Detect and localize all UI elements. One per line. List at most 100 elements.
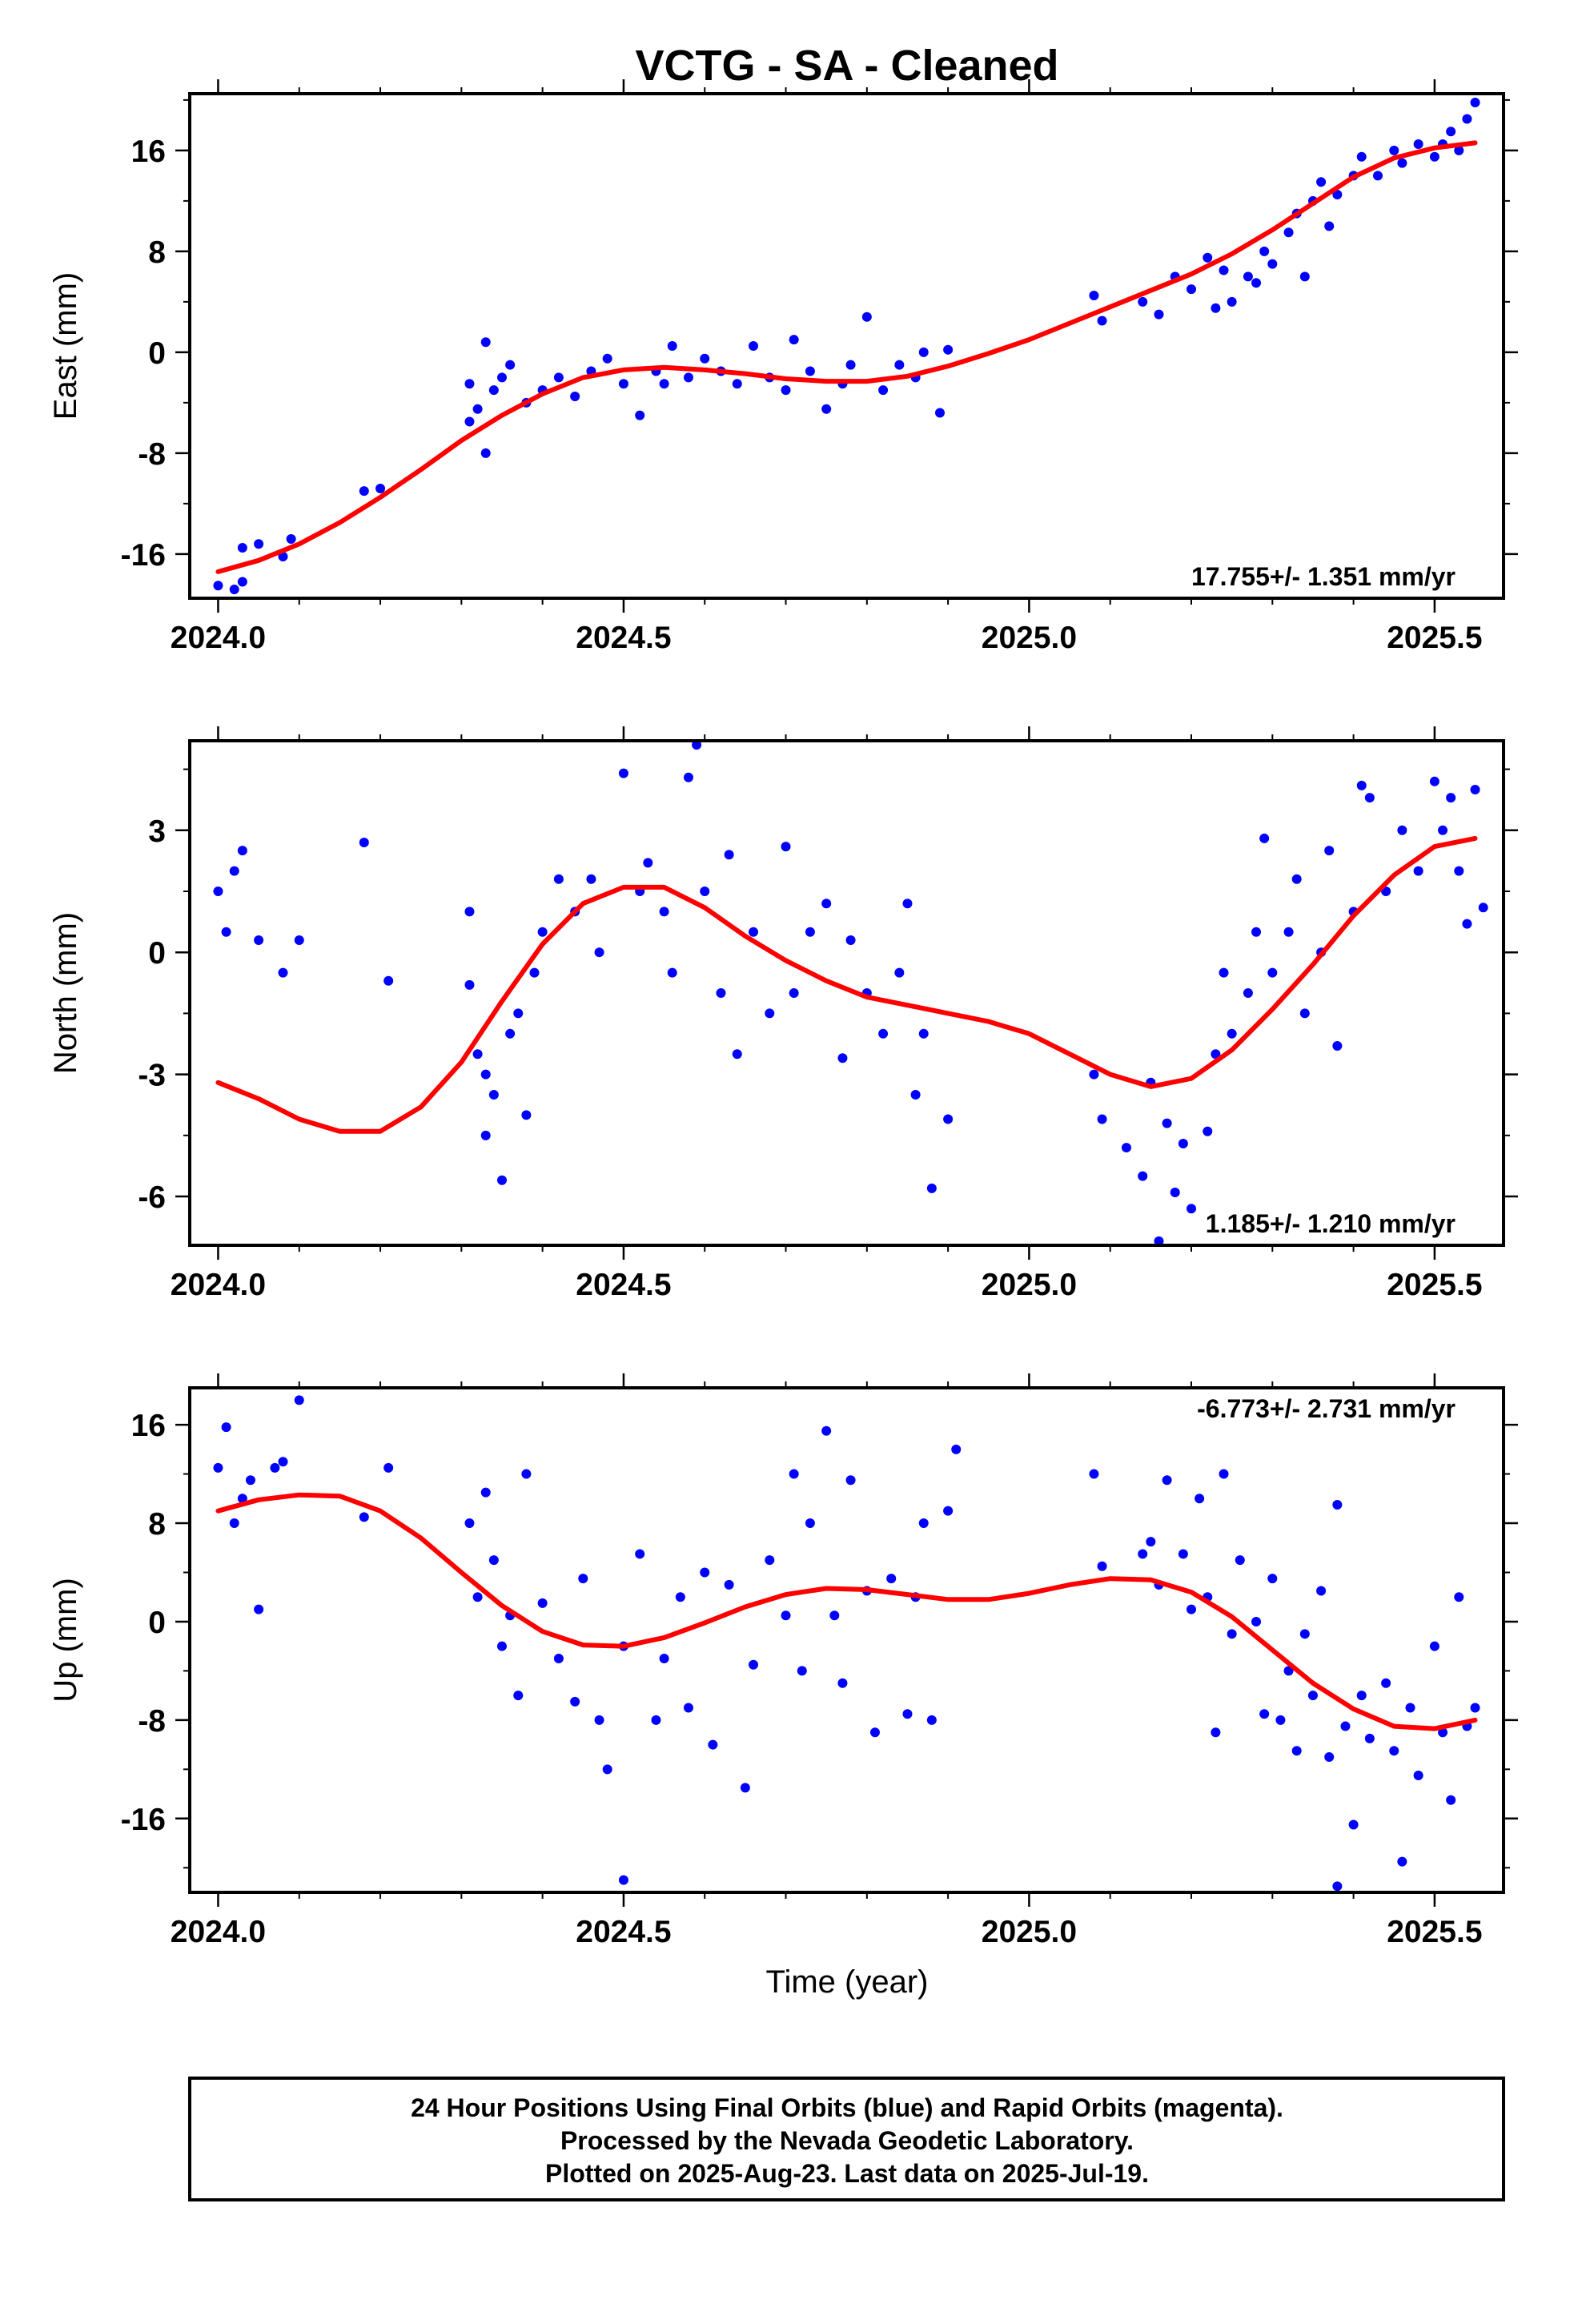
up-data-point <box>845 1475 856 1486</box>
footer-line-3: Plotted on 2025-Aug-23. Last data on 202… <box>545 2159 1149 2188</box>
north-data-point <box>1332 1041 1343 1051</box>
up-data-point <box>570 1696 580 1707</box>
east-data-point <box>1356 151 1367 162</box>
north-data-point <box>1178 1138 1188 1148</box>
up-data-point <box>229 1518 239 1529</box>
up-data-point <box>1316 1586 1327 1596</box>
north-data-point <box>1478 903 1488 913</box>
north-data-point <box>553 874 564 884</box>
east-data-point <box>1219 265 1229 275</box>
east-data-point <box>278 552 288 562</box>
up-data-point <box>1332 1881 1343 1892</box>
up-plot-frame <box>188 1386 1505 1894</box>
north-data-point <box>254 935 264 945</box>
east-data-point <box>683 372 693 383</box>
north-data-point <box>700 886 710 896</box>
up-data-point <box>675 1592 685 1602</box>
up-data-point <box>683 1703 693 1713</box>
up-data-point <box>1195 1494 1205 1504</box>
east-data-point <box>488 385 499 396</box>
east-data-point <box>659 379 669 389</box>
up-y-tick-label: -16 <box>121 1803 166 1837</box>
north-data-point <box>1203 1126 1213 1136</box>
north-data-point <box>618 768 628 778</box>
up-data-point <box>951 1444 962 1454</box>
east-data-point <box>1454 145 1464 155</box>
up-data-point <box>781 1610 791 1621</box>
north-data-point <box>1162 1118 1172 1128</box>
north-y-tick-label: 3 <box>148 814 166 849</box>
up-data-point <box>1283 1666 1294 1676</box>
north-data-point <box>716 988 726 998</box>
east-x-tick-label: 2024.5 <box>576 621 671 655</box>
east-y-tick-label: 16 <box>131 135 166 169</box>
north-data-point <box>464 979 475 990</box>
north-data-point <box>1364 793 1375 803</box>
up-data-point <box>1389 1746 1399 1756</box>
up-data-point <box>602 1764 612 1775</box>
east-data-point <box>918 347 929 357</box>
up-data-point <box>618 1875 628 1885</box>
up-x-tick-label: 2024.5 <box>576 1915 671 1949</box>
up-data-point <box>359 1512 369 1522</box>
up-data-point <box>578 1574 588 1584</box>
north-data-point <box>537 927 548 937</box>
east-data-point <box>237 543 247 553</box>
up-data-point <box>496 1641 507 1651</box>
north-data-point <box>1397 825 1407 835</box>
north-y-tick-label: -3 <box>138 1059 166 1093</box>
up-data-point <box>1259 1709 1270 1719</box>
up-x-tick-label: 2024.0 <box>171 1915 266 1949</box>
north-data-point <box>1413 866 1423 876</box>
up-data-point <box>1470 1703 1480 1713</box>
up-data-point <box>1186 1604 1197 1614</box>
north-data-point <box>1219 967 1229 978</box>
east-data-point <box>781 385 791 396</box>
up-data-point <box>1356 1691 1367 1701</box>
east-data-point <box>618 379 628 389</box>
up-data-point <box>1397 1856 1407 1867</box>
east-data-point <box>1446 127 1456 137</box>
east-data-point <box>480 337 491 348</box>
east-data-point <box>667 341 677 351</box>
north-data-point <box>480 1130 491 1140</box>
north-data-point <box>1429 776 1439 786</box>
up-data-point <box>488 1555 499 1566</box>
up-data-point <box>724 1579 734 1590</box>
up-data-point <box>1307 1691 1318 1701</box>
east-data-point <box>878 385 889 396</box>
up-data-point <box>1381 1678 1391 1688</box>
east-data-point <box>700 353 710 364</box>
north-data-point <box>918 1028 929 1039</box>
east-data-point <box>472 404 483 414</box>
up-data-point <box>383 1462 394 1473</box>
east-data-point <box>845 360 856 370</box>
up-data-point <box>943 1506 954 1516</box>
east-data-point <box>1259 246 1270 256</box>
east-data-point <box>1316 177 1327 187</box>
east-x-tick-label: 2025.0 <box>982 621 1077 655</box>
east-data-point <box>1413 139 1423 149</box>
north-data-point <box>213 886 223 896</box>
up-data-point <box>749 1659 759 1670</box>
east-data-point <box>1283 227 1294 238</box>
up-data-point <box>472 1592 483 1602</box>
east-rate-annotation: 17.755+/- 1.351 mm/yr <box>1191 562 1456 591</box>
up-data-point <box>294 1395 304 1405</box>
up-data-point <box>553 1654 564 1664</box>
east-data-point <box>1138 296 1148 307</box>
north-y-tick-label: 0 <box>148 936 166 971</box>
north-data-point <box>1324 846 1335 856</box>
north-data-point <box>667 967 677 978</box>
up-fit-curve <box>215 1492 1478 1731</box>
north-data-point <box>488 1090 499 1100</box>
up-data-point <box>700 1567 710 1578</box>
up-data-point <box>1291 1746 1302 1756</box>
east-data-point <box>1089 291 1099 300</box>
north-data-point <box>1299 1008 1310 1019</box>
up-data-point <box>869 1727 880 1738</box>
north-data-point <box>1138 1171 1148 1181</box>
north-data-point <box>594 947 604 958</box>
up-data-point <box>1364 1733 1375 1743</box>
up-data-point <box>659 1654 669 1664</box>
